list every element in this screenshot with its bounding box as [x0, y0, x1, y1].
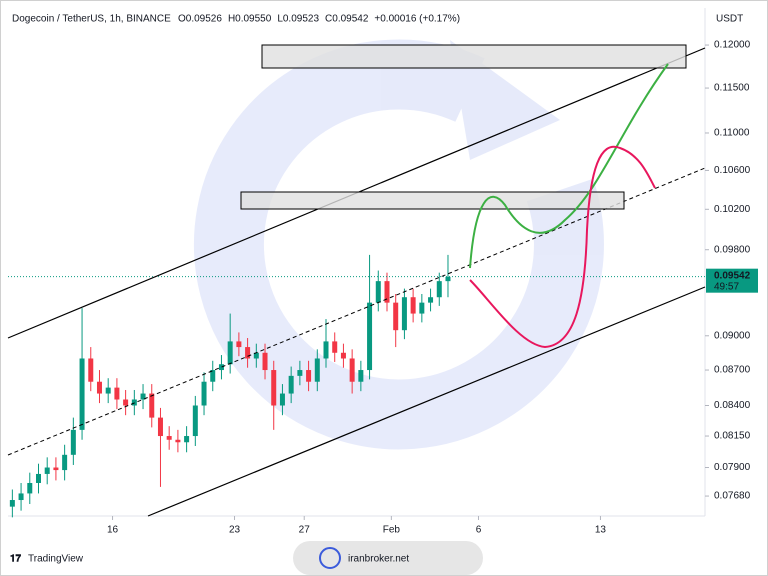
x-tick-label: 27 — [299, 525, 311, 536]
watermark-pill — [293, 541, 483, 575]
y-tick-label: 0.08700 — [714, 365, 751, 376]
y-tick-label: 0.07680 — [714, 491, 751, 502]
watermark: iranbroker.net — [348, 554, 409, 565]
y-tick-label: 0.10200 — [714, 204, 751, 215]
candle-body — [428, 297, 434, 303]
candle-body — [253, 352, 259, 359]
candle-body — [53, 467, 59, 471]
candle-body — [79, 358, 85, 430]
x-tick-label: 13 — [595, 525, 607, 536]
brand: TradingView — [28, 554, 84, 565]
x-tick-label: 16 — [107, 525, 119, 536]
y-tick-label: 0.11500 — [714, 83, 750, 94]
candle-body — [96, 381, 102, 394]
candle-body — [9, 500, 15, 507]
countdown: 49:57 — [714, 281, 739, 292]
scenario-alt — [469, 145, 656, 349]
candle-body — [314, 358, 320, 382]
candle-body — [271, 370, 277, 406]
candle-body — [297, 370, 303, 376]
candle-body — [306, 370, 312, 382]
candle-body — [201, 381, 207, 406]
ohlc-value: H0.09550 — [228, 14, 272, 25]
candle-body — [114, 387, 120, 400]
candle-body — [157, 417, 163, 437]
candle-body — [323, 341, 329, 359]
y-tick-label: 0.09800 — [714, 244, 751, 255]
y-tick-label: 0.10600 — [714, 165, 751, 176]
ohlc-value: +0.00016 (+0.17%) — [374, 14, 460, 25]
y-tick-label: 0.07900 — [714, 462, 751, 473]
y-tick-label: 0.08150 — [714, 431, 751, 442]
candle-body — [35, 473, 41, 483]
ohlc-value: O0.09526 — [178, 14, 222, 25]
candle-body — [184, 436, 190, 443]
y-tick-label: 0.11000 — [714, 128, 750, 139]
ohlc-value: L0.09523 — [277, 14, 319, 25]
candle-body — [262, 352, 268, 371]
candle-body — [123, 399, 129, 406]
candle-body — [27, 482, 33, 494]
candle-body — [175, 439, 181, 443]
axis-unit: USDT — [716, 14, 743, 25]
candle-body — [349, 358, 355, 382]
candle-body — [210, 370, 216, 382]
candle-body — [218, 364, 224, 371]
candle-body — [393, 302, 399, 331]
last-price-label: 0.09542 — [714, 270, 751, 281]
ohlc-header: O0.09526 H0.09550 L0.09523 C0.09542 +0.00016… — [178, 14, 460, 25]
candle-body — [436, 281, 442, 298]
ohlc-value: C0.09542 — [325, 14, 369, 25]
candle-body — [367, 302, 373, 371]
candle-body — [245, 347, 251, 359]
candle-body — [236, 341, 242, 348]
last-price-box — [706, 268, 758, 293]
channel-lower — [147, 286, 706, 517]
x-tick-label: 6 — [476, 525, 482, 536]
candle-body — [358, 370, 364, 382]
candle-body — [340, 352, 346, 359]
candle-body — [18, 493, 24, 501]
candle-body — [149, 393, 155, 418]
plot — [8, 254, 705, 518]
y-tick-label: 0.09000 — [714, 330, 751, 341]
candle-body — [375, 281, 381, 303]
candle-body — [401, 297, 407, 331]
candle-body — [166, 436, 172, 440]
zone-top — [261, 44, 687, 69]
zone-mid — [240, 191, 625, 210]
candle-body — [384, 281, 390, 303]
candle-body — [105, 387, 111, 394]
candle-body — [419, 302, 425, 314]
candle-body — [227, 341, 233, 365]
candle-body — [279, 393, 285, 406]
candle-body — [192, 405, 198, 437]
watermark-icon — [319, 547, 341, 569]
candle-body — [332, 341, 338, 353]
drawings — [7, 44, 706, 517]
scenario-bullish — [469, 63, 669, 269]
candle-body — [88, 358, 94, 382]
candle-body — [140, 393, 146, 400]
x-tick-label: Feb — [383, 525, 401, 536]
candle-body — [410, 297, 416, 314]
axes: 0.12000 0.11500 0.11000 0.10600 0.10200 0.098… — [107, 40, 758, 536]
candle-body — [70, 429, 76, 455]
candle-body — [288, 375, 294, 394]
y-tick-label: 0.08400 — [714, 400, 751, 411]
background-logo — [194, 39, 604, 450]
brand-icon: 𝟏𝟕 — [10, 554, 22, 565]
x-tick-label: 23 — [229, 525, 241, 536]
symbol: Dogecoin / TetherUS, 1h, BINANCE — [12, 14, 171, 25]
candle-body — [62, 454, 68, 471]
candle-body — [445, 276, 451, 282]
candle-body — [44, 467, 50, 474]
y-tick-label: 0.12000 — [714, 40, 751, 51]
